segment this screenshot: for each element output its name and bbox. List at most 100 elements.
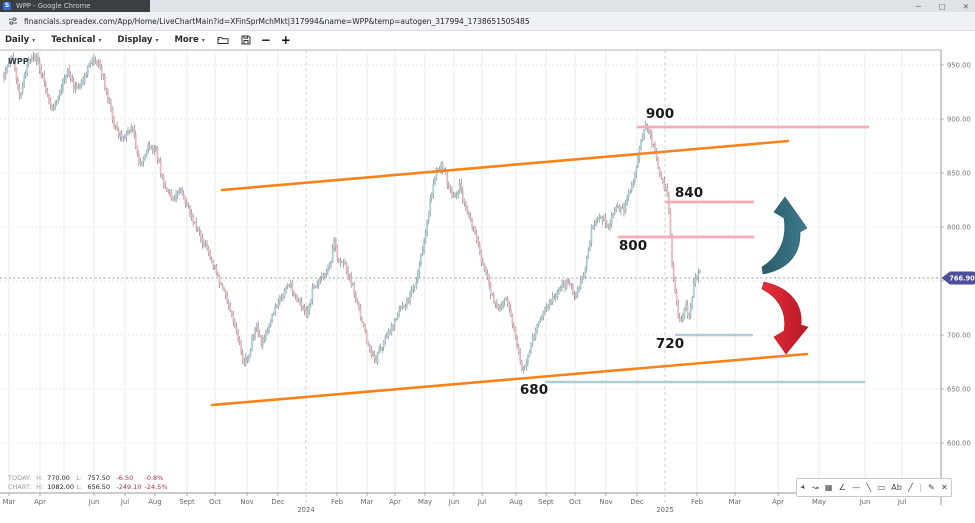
chart-high: 1082.00 [47,483,75,491]
browser-titlebar: S WPP - Google Chrome − □ ✕ [0,0,975,12]
symbol-watermark: WPP [8,57,29,66]
pencil-tool-icon[interactable]: ✎ [928,483,935,492]
y-tick-label: 800.00 [947,223,971,231]
y-tick-label: 900.00 [947,115,971,123]
x-tick-label: Oct [209,498,221,506]
x-tick-label: Aug [148,498,161,506]
current-price-badge: 766.90 [941,271,975,285]
rectangle-tool-icon[interactable]: ▭ [877,483,885,492]
x-axis-labels: Mar Apr Jun Jul Aug Sept Oct Nov Dec Feb Mar Apr May… [3,493,906,514]
chart-change: -249.10 [116,483,142,491]
x-tick-label: May [812,498,826,506]
level-label-800: 800 [619,238,647,254]
chart-low: 656.50 [87,483,111,491]
grid-tool-icon[interactable]: ▦ [824,483,833,492]
x-tick-label: May [418,498,432,506]
price-stats: TODAY: H: 770.00 L: 757.50 -6.50 -0.8% C… [8,474,170,492]
level-label-680: 680 [520,382,548,398]
chart-app-toolbar: Daily ▾ Technical ▾ Display ▾ More ▾ − + [0,31,975,49]
x-tick-label: Feb [331,498,343,506]
x-tick-label: Dec [630,498,643,506]
x-tick-label: Oct [569,498,581,506]
window-title-segment: S WPP - Google Chrome [0,0,150,12]
chart-label: CHART: [8,483,32,491]
chevron-down-icon: ▾ [32,36,36,44]
chart-stats-row: CHART: H: 1082.00 L: 656.50 -249.10 -24.… [8,483,170,492]
today-change-pct: -0.8% [144,474,164,482]
more-menu-label: More [174,35,199,45]
maximize-icon[interactable]: □ [938,1,946,11]
grid-layer [0,50,941,505]
spreadex-favicon-icon: S [3,2,11,10]
zoom-in-button[interactable]: + [280,33,291,47]
chevron-down-icon: ▾ [201,36,205,44]
window-title: WPP - Google Chrome [16,2,91,10]
x-tick-label: Apr [772,498,784,506]
x-tick-label: Mar [361,498,374,506]
today-low: 757.50 [87,474,111,482]
upper-channel-line[interactable] [220,139,790,192]
x-tick-label: Feb [691,498,703,506]
cursor-tool-icon[interactable]: ➤ [798,482,808,492]
x-tick-label: Sept [179,498,195,506]
drawing-tools-palette: ➤ ↝ ▦ ∠ — ╲ ▭ Ab ╱ | ✎ ✕ [796,478,952,497]
timeframe-menu[interactable]: Daily ▾ [5,35,35,45]
x-tick-label: Jul [897,498,906,506]
y-axis-labels: 950.00900.00850.00800.00750.00700.00650.… [941,61,971,447]
today-stats-row: TODAY: H: 770.00 L: 757.50 -6.50 -0.8% [8,474,170,483]
x-tick-label: Jun [859,498,871,506]
low-label: L: [76,483,83,491]
axes-layer [0,49,942,505]
lower-channel-line[interactable] [210,352,809,407]
y-tick-label: 600.00 [947,439,971,447]
save-icon[interactable] [241,35,251,45]
close-tool-icon[interactable]: ✕ [941,483,948,492]
x-tick-label: Mar [729,498,742,506]
tune-icon[interactable] [8,16,18,26]
text-tool-icon[interactable]: Ab [891,483,902,492]
minimize-icon[interactable]: − [915,1,922,11]
year-label: 2025 [656,506,673,514]
x-tick-label: Apr [34,498,46,506]
fan-tool-icon[interactable]: ∠ [838,483,846,492]
technical-menu[interactable]: Technical ▾ [51,35,101,45]
low-label: L: [76,474,83,482]
today-change: -6.50 [116,474,134,482]
close-window-icon[interactable]: ✕ [962,1,969,11]
y-tick-label: 650.00 [947,385,971,393]
display-menu[interactable]: Display ▾ [117,35,158,45]
level-label-840: 840 [675,185,703,201]
year-label: 2024 [297,506,314,514]
today-label: TODAY: [8,474,32,482]
y-tick-label: 850.00 [947,169,971,177]
address-bar[interactable]: financials.spreadex.com/App/Home/LiveCha… [0,12,975,31]
zoom-out-button[interactable]: − [260,33,271,47]
more-menu[interactable]: More ▾ [174,35,204,45]
x-tick-label: Jul [120,498,129,506]
open-folder-icon[interactable] [217,35,229,45]
ray-tool-icon[interactable]: ╱ [908,483,913,492]
trend-line-tool-icon[interactable]: ╲ [866,483,872,492]
technical-menu-label: Technical [51,35,96,45]
x-tick-label: Nov [599,498,612,506]
level-label-900: 900 [646,106,674,122]
y-tick-label: 700.00 [947,331,971,339]
high-label: H: [36,483,44,491]
up-arrow[interactable] [761,196,808,275]
tool-divider: | [919,483,922,492]
x-tick-label: Jul [477,498,486,506]
polyline-tool-icon[interactable]: ↝ [811,483,819,492]
x-tick-label: Sept [538,498,554,506]
x-tick-label: Aug [509,498,522,506]
chart-change-pct: -24.5% [144,483,168,491]
current-price-value: 766.90 [949,274,975,282]
horizontal-line-tool-icon[interactable]: — [852,483,861,492]
down-arrow[interactable] [761,281,809,355]
level-label-720: 720 [656,336,684,352]
x-tick-label: Nov [240,498,253,506]
x-tick-label: Jun [88,498,100,506]
url-text[interactable]: financials.spreadex.com/App/Home/LiveCha… [24,16,530,26]
x-tick-label: Mar [3,498,16,506]
